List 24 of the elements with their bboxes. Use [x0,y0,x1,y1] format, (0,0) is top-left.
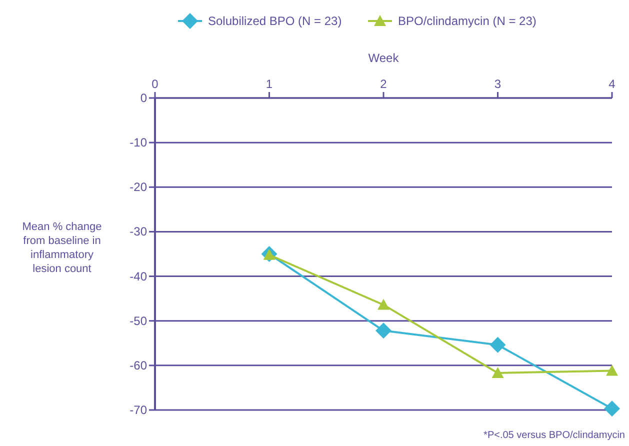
legend-label: Solubilized BPO (N = 23) [208,14,342,28]
text: *P<.05 versus BPO/clindamycin [484,430,625,441]
x-tick-label: 2 [380,77,388,91]
point [376,322,392,339]
y-tick-label: -60 [130,358,148,372]
y-tick-label: -50 [130,314,148,328]
x-tick-label: 0 [152,77,159,91]
legend-label: BPO/clindamycin (N = 23) [398,14,536,28]
x-axis-title: Week [368,51,400,65]
x-tick-label: 4 [608,77,616,91]
x-tick-label: 1 [266,77,273,91]
x-tick-label: 3 [494,77,502,91]
point [604,400,620,417]
y-tick-label: -20 [130,180,148,194]
y-tick-label: -70 [130,403,148,417]
y-tick-label: -10 [130,136,148,150]
point [490,336,506,353]
y-tick-label: -30 [130,224,148,239]
y-tick-label: 0 [140,91,148,105]
point [606,364,618,376]
y-axis-title: Mean % change from baseline in inflammatory lesion count [22,221,102,275]
point [378,298,390,310]
y-tick-label: -40 [130,269,148,284]
point [492,367,504,378]
